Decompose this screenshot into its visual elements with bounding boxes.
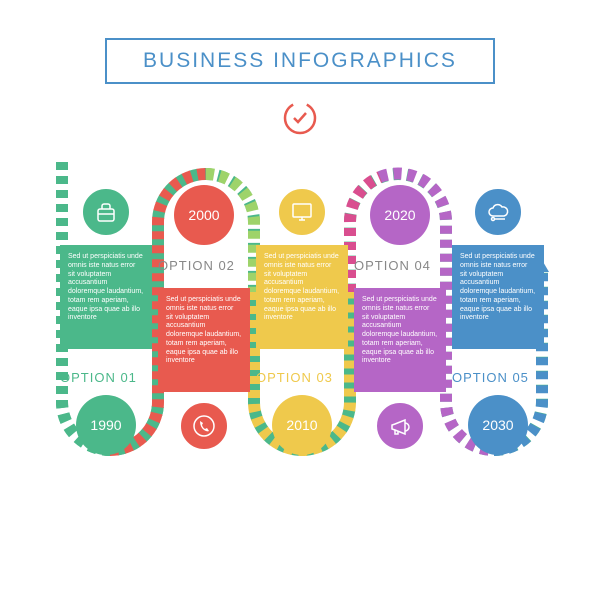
year-badge-4: 2020 — [370, 185, 430, 245]
page-title: BUSINESS INFOGRAPHICS — [143, 49, 457, 73]
option-card-2: Sed ut perspiciatis unde omnis iste natu… — [158, 288, 250, 392]
briefcase-icon — [82, 188, 130, 236]
megaphone-icon — [376, 402, 424, 450]
option-card-4: Sed ut perspiciatis unde omnis iste natu… — [354, 288, 446, 392]
year-badge-3: 2010 — [272, 395, 332, 455]
check-icon — [282, 100, 318, 136]
option-label-5: OPTION 05 — [452, 370, 529, 385]
phone-icon — [180, 402, 228, 450]
option-card-5: Sed ut perspiciatis unde omnis iste natu… — [452, 245, 544, 349]
year-badge-1: 1990 — [76, 395, 136, 455]
option-label-3: OPTION 03 — [256, 370, 333, 385]
title-box: BUSINESS INFOGRAPHICS — [105, 38, 495, 84]
year-badge-2: 2000 — [174, 185, 234, 245]
option-card-1: Sed ut perspiciatis unde omnis iste natu… — [60, 245, 152, 349]
monitor-icon — [278, 188, 326, 236]
option-card-3: Sed ut perspiciatis unde omnis iste natu… — [256, 245, 348, 349]
cloud-icon — [474, 188, 522, 236]
option-label-2: OPTION 02 — [158, 258, 235, 273]
option-label-1: OPTION 01 — [60, 370, 137, 385]
year-badge-5: 2030 — [468, 395, 528, 455]
option-label-4: OPTION 04 — [354, 258, 431, 273]
